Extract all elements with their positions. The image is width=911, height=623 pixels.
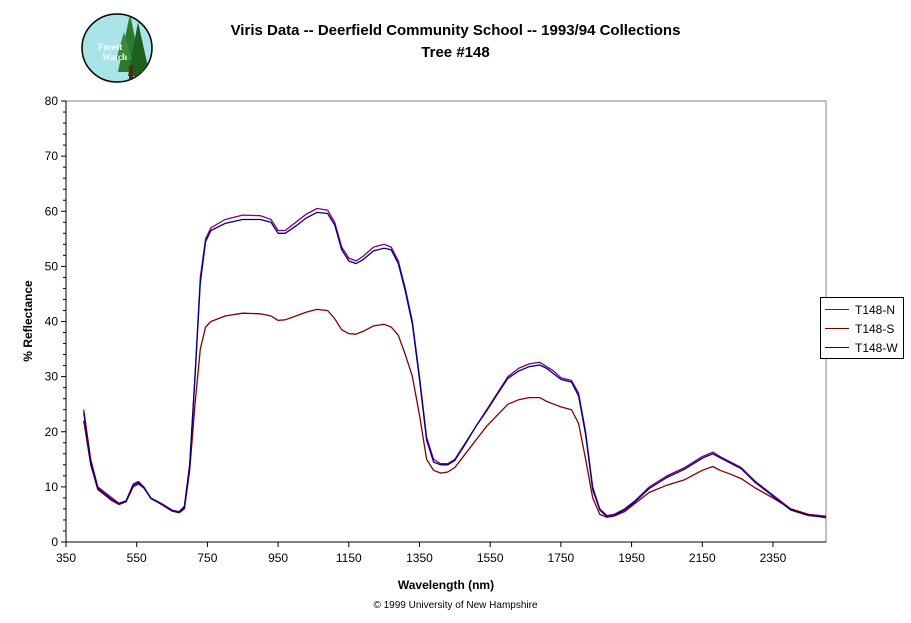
forest-watch-logo: Forest Watch	[81, 13, 153, 83]
legend-label: T148-W	[855, 340, 898, 355]
chart-title: Viris Data -- Deerfield Community School…	[230, 22, 681, 39]
series-line-t148-w	[83, 211, 827, 519]
y-tick-label: 60	[45, 204, 59, 218]
y-tick-label: 70	[45, 149, 59, 163]
legend-swatch	[825, 309, 849, 310]
y-tick-label: 50	[45, 259, 59, 273]
x-tick-label: 350	[56, 551, 76, 565]
legend-label: T148-N	[855, 302, 896, 317]
y-axis-label: % Reflectance	[21, 280, 35, 362]
y-tick-label: 20	[45, 425, 59, 439]
x-tick-label: 1150	[336, 551, 362, 565]
x-tick-label: 2350	[760, 551, 787, 565]
legend-swatch	[825, 347, 849, 348]
x-tick-label: 1350	[406, 551, 433, 565]
series-line-t148-s	[83, 308, 827, 518]
legend-swatch	[825, 328, 849, 329]
x-tick-label: 750	[197, 551, 217, 565]
y-tick-label: 0	[51, 535, 58, 549]
legend-label: T148-S	[855, 321, 895, 336]
copyright-text: © 1999 University of New Hampshire	[373, 600, 538, 611]
chart-subtitle: Tree #148	[421, 44, 490, 61]
x-tick-label: 550	[127, 551, 147, 565]
x-tick-label: 1950	[618, 551, 645, 565]
x-tick-label: 1550	[477, 551, 504, 565]
legend-item-t148-w: T148-W	[825, 338, 903, 357]
chart-legend: T148-N T148-S T148-W	[820, 297, 904, 359]
legend-item-t148-s: T148-S	[825, 319, 903, 338]
y-tick-label: 30	[45, 370, 59, 384]
y-tick-label: 80	[45, 94, 59, 108]
x-tick-label: 2150	[689, 551, 716, 565]
x-tick-label: 1750	[548, 551, 575, 565]
logo-text-forest: Forest	[98, 42, 122, 52]
y-tick-label: 10	[45, 480, 59, 494]
plot-area	[65, 100, 827, 543]
series-line-t148-n	[83, 207, 827, 517]
x-axis-label: Wavelength (nm)	[398, 578, 494, 592]
y-tick-label: 40	[45, 315, 59, 329]
x-tick-label: 950	[268, 551, 288, 565]
legend-item-t148-n: T148-N	[825, 300, 903, 319]
logo-text-watch: Watch	[102, 52, 127, 62]
